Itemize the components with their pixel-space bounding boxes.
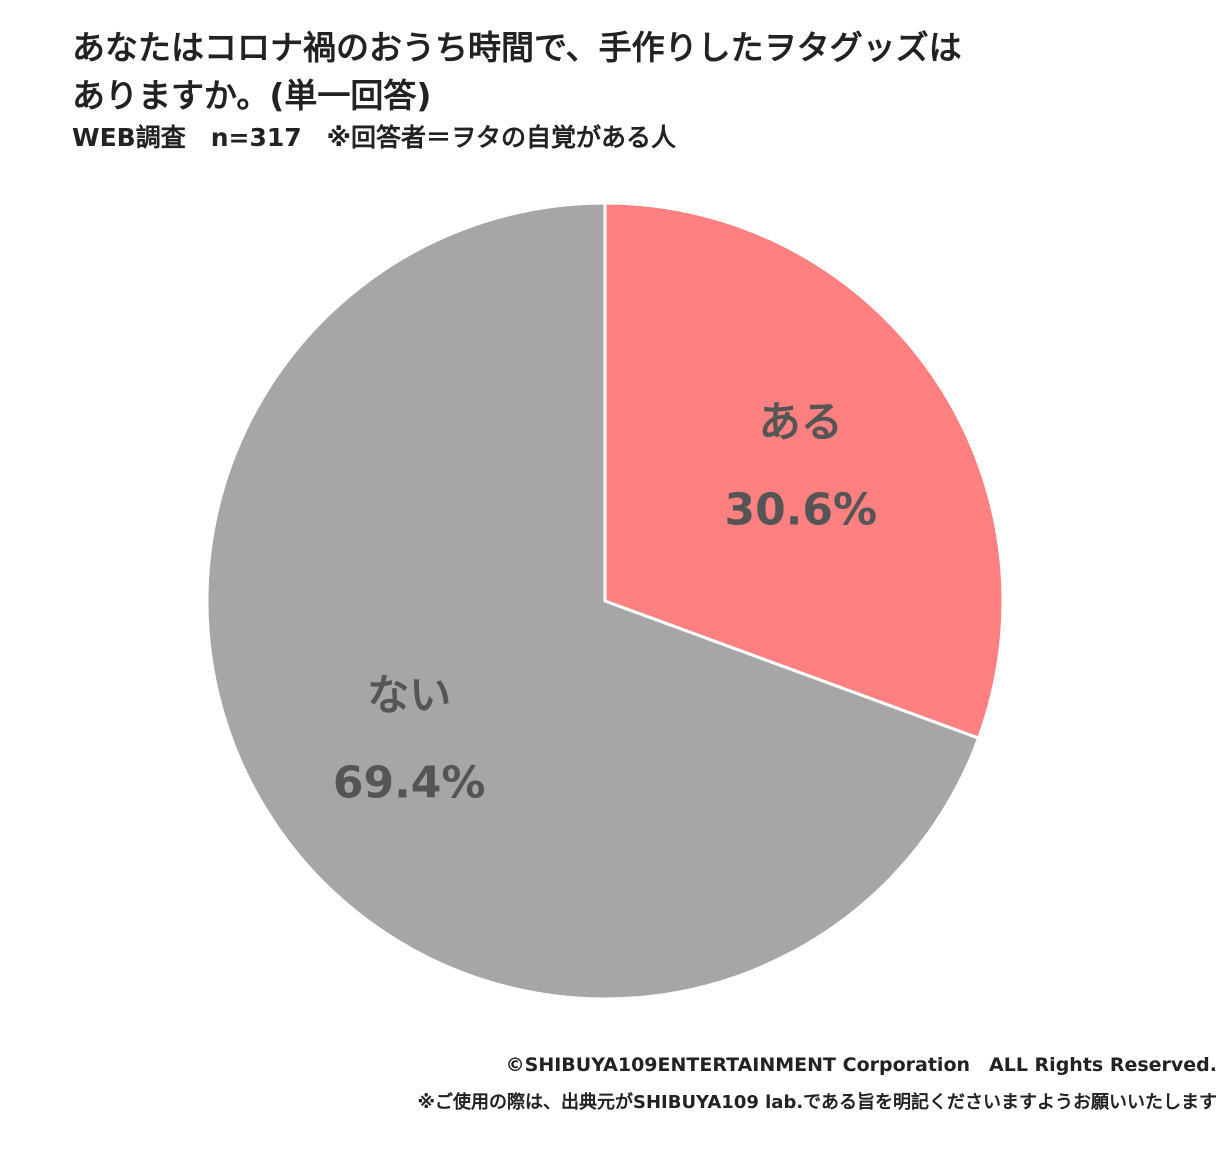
- chart-subtitle: WEB調査 n=317 ※回答者＝ヲタの自覚がある人: [72, 123, 676, 152]
- chart-title: あなたはコロナ禍のおうち時間で、手作りしたヲタグッズは ありますか。(単一回答): [72, 24, 1172, 120]
- pie-slice-label-1: ない: [367, 671, 451, 720]
- pie-slices: [205, 201, 1005, 1001]
- pie-slice-value-0: 30.6%: [724, 484, 877, 535]
- pie-slice-label-0: ある: [759, 397, 843, 446]
- chart-title-line-2: ありますか。(単一回答): [72, 76, 432, 115]
- usage-notice-text: ※ご使用の際は、出典元がSHIBUYA109 lab.である旨を明記くださいます…: [417, 1092, 1218, 1113]
- pie-slice-1: [205, 201, 981, 1001]
- pie-slice-value-1: 69.4%: [333, 758, 486, 809]
- copyright-text: ©SHIBUYA109ENTERTAINMENT Corporation ALL…: [505, 1054, 1217, 1076]
- pie-labels: ある 30.6% ない 69.4%: [333, 397, 877, 808]
- chart-title-line-1: あなたはコロナ禍のおうち時間で、手作りしたヲタグッズは: [72, 28, 962, 67]
- pie-slice-0: [603, 201, 1005, 740]
